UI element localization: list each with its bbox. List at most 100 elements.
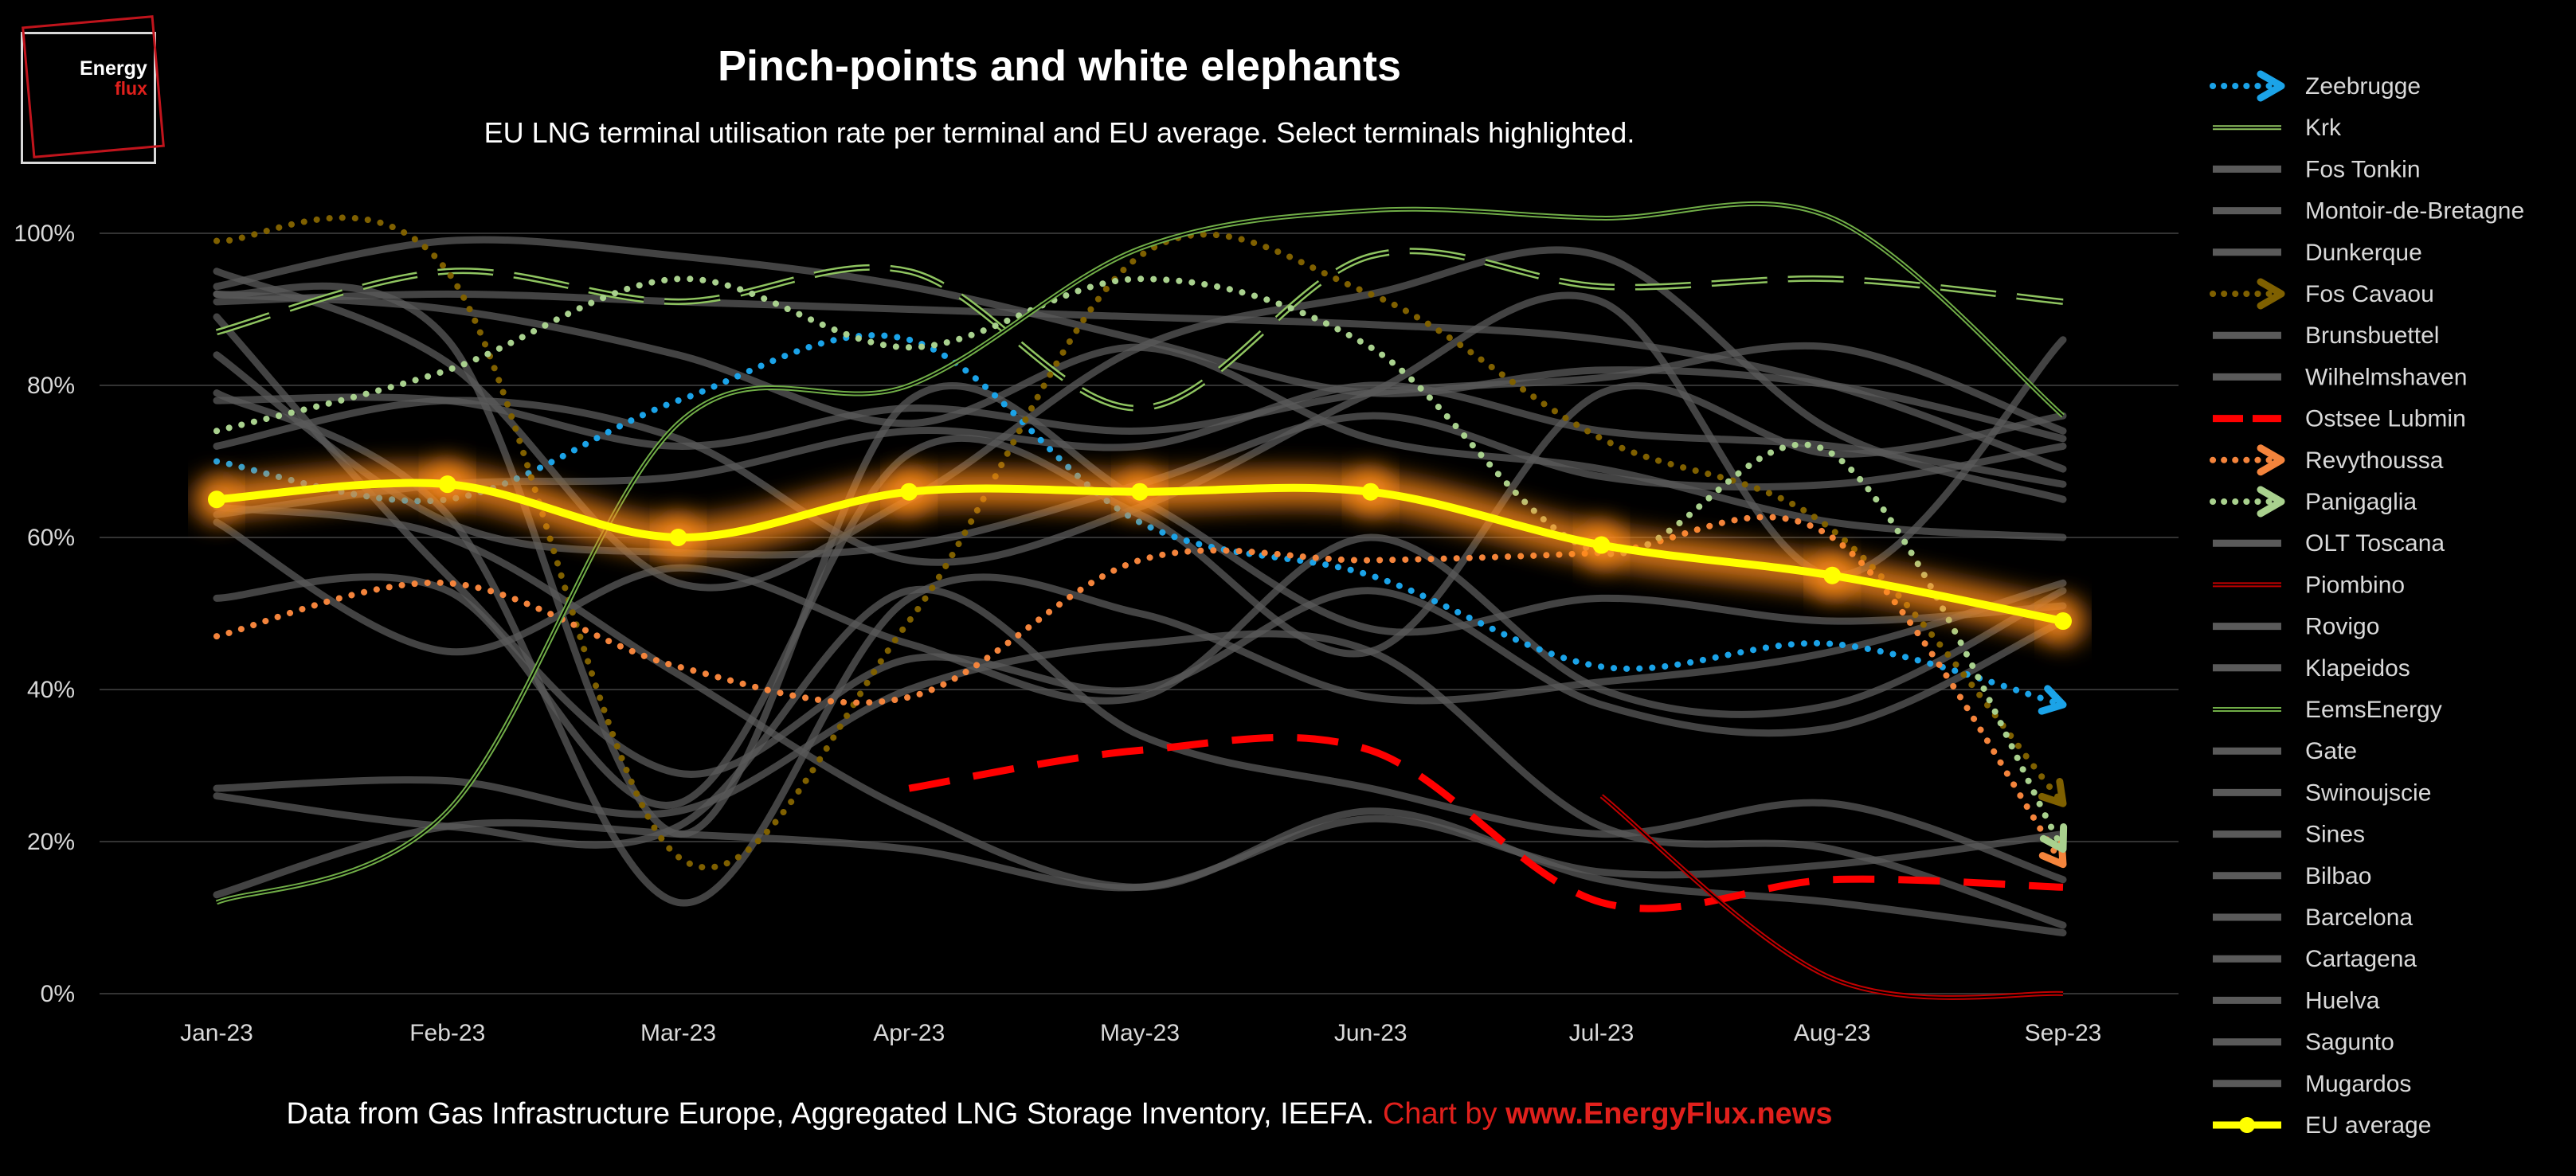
fos-cavaou-arrowhead [2038,778,2067,807]
legend-label-klapeidos: Klapeidos [2305,655,2410,682]
legend-item-swinoujscie[interactable]: Swinoujscie [2213,779,2431,806]
eu-average-point [438,475,456,494]
eu-average-point [900,483,918,501]
series-piombino [1599,794,2064,1000]
legend-label-eu-average: EU average [2305,1112,2431,1139]
legend-item-zeebrugge[interactable]: Zeebrugge [2210,70,2421,102]
series-cartagena [213,518,2067,718]
legend-item-brunsbuettel[interactable]: Brunsbuettel [2213,322,2439,349]
footer-chart-by: Chart by [1382,1097,1497,1131]
x-tick-label: Jun-23 [1334,1020,1407,1046]
legend-swatch-zeebrugge-arrow [2257,70,2285,102]
y-tick-label: 80% [27,373,75,399]
series-line-revythoussa [213,514,2066,868]
legend-label-barcelona: Barcelona [2305,904,2413,931]
series-line-mugardos [213,815,2067,899]
series-bilbao [213,630,2067,929]
series-ostsee-lubmin [908,733,2064,912]
legend-label-krk: Krk [2305,115,2342,141]
legend-item-sagunto[interactable]: Sagunto [2213,1029,2394,1056]
series-line-krk-inner [216,249,2064,410]
y-axis-ticks: 0% 20% 40% 60% 80% 100% [14,221,75,1007]
legend-label-piombino: Piombino [2305,572,2405,598]
legend-item-klapeidos[interactable]: Klapeidos [2213,655,2410,682]
legend-label-fos-tonkin: Fos Tonkin [2305,156,2421,182]
logo-frame [21,32,156,164]
legend-label-gate: Gate [2305,738,2357,764]
series-sines [213,585,2067,884]
legend-item-olt-toscana[interactable]: OLT Toscana [2213,530,2445,557]
legend-item-cartagena[interactable]: Cartagena [2213,946,2417,972]
y-tick-label: 40% [27,677,75,703]
legend-item-eemsenergy[interactable]: EemsEnergy [2213,697,2442,723]
series-dunkerque [213,246,2067,592]
x-tick-label: Jul-23 [1569,1020,1634,1046]
footer-url-link[interactable]: www.EnergyFlux.news [1505,1097,1833,1131]
y-tick-label: 20% [27,829,75,855]
legend-item-dunkerque[interactable]: Dunkerque [2213,240,2422,266]
series-line-fos-cavaou [213,214,2066,871]
x-tick-label: Aug-23 [1794,1020,1871,1046]
legend-label-brunsbuettel: Brunsbuettel [2305,322,2439,349]
legend-item-bilbao[interactable]: Bilbao [2213,863,2371,889]
eu-average-point [1361,483,1380,501]
energyflux-logo: Energy flux [21,15,165,164]
eu-average-point [1823,566,1842,584]
legend-item-sines[interactable]: Sines [2213,822,2365,848]
legend-label-ostsee-lubmin: Ostsee Lubmin [2305,406,2466,432]
legend-swatch-revythoussa-arrow [2257,444,2285,476]
series-fos-cavaou [213,214,2067,871]
legend-item-krk[interactable]: Krk [2213,115,2342,141]
series-line-eemsenergy-inner [216,202,2064,904]
legend-item-eu-average[interactable]: EU average [2213,1112,2431,1139]
legend-label-sines: Sines [2305,822,2365,848]
legend: Zeebrugge Krk Fos Tonkin Montoir-de-Bretagn… [2210,70,2524,1139]
series-line-ostsee-lubmin [908,733,2064,912]
legend-item-fos-tonkin[interactable]: Fos Tonkin [2213,156,2421,182]
legend-item-fos-cavaou[interactable]: Fos Cavaou [2210,278,2434,310]
eu-average-point [669,529,687,546]
series-lines [193,201,2087,1000]
legend-label-olt-toscana: OLT Toscana [2305,530,2445,557]
series-line-bilbao [213,630,2067,929]
series-line-brunsbuettel [213,342,2067,450]
legend-item-piombino[interactable]: Piombino [2213,572,2405,598]
legend-item-revythoussa[interactable]: Revythoussa [2210,444,2444,476]
legend-label-bilbao: Bilbao [2305,863,2371,889]
legend-label-eemsenergy: EemsEnergy [2305,697,2442,723]
legend-item-barcelona[interactable]: Barcelona [2213,904,2413,931]
legend-item-huelva[interactable]: Huelva [2213,987,2380,1014]
series-line-dunkerque [213,246,2067,592]
series-klapeidos [213,389,2067,907]
legend-item-rovigo[interactable]: Rovigo [2213,614,2379,640]
legend-item-montoir-de-bretagne[interactable]: Montoir-de-Bretagne [2213,198,2524,225]
legend-label-cartagena: Cartagena [2305,946,2417,972]
series-eemsenergy [215,201,2065,905]
x-tick-label: Jan-23 [180,1020,253,1046]
legend-item-mugardos[interactable]: Mugardos [2213,1071,2411,1097]
legend-swatch-fos-cavaou-arrow [2257,278,2285,310]
y-tick-label: 0% [41,981,75,1007]
zeebrugge-arrowhead [2038,685,2067,715]
legend-item-wilhelmshaven[interactable]: Wilhelmshaven [2213,364,2467,390]
legend-label-rovigo: Rovigo [2305,614,2379,640]
series-line-klapeidos [213,389,2067,907]
legend-item-gate[interactable]: Gate [2213,738,2357,764]
eu-average-point [1592,536,1611,554]
legend-label-revythoussa: Revythoussa [2305,447,2444,474]
series-mugardos [213,815,2067,899]
x-axis-ticks: Jan-23 Feb-23 Mar-23 Apr-23 May-23 Jun-23 Jul-… [180,1020,2101,1046]
series-line-rovigo [213,290,2067,473]
legend-label-zeebrugge: Zeebrugge [2305,73,2421,100]
eu-average-point [2054,612,2072,631]
series-krk [215,248,2064,412]
chart-title: Pinch-points and white elephants [717,42,1402,90]
legend-item-panigaglia[interactable]: Panigaglia [2210,486,2417,518]
legend-item-ostsee-lubmin[interactable]: Ostsee Lubmin [2213,406,2466,432]
x-tick-label: Mar-23 [640,1020,716,1046]
x-tick-label: Sep-23 [2025,1020,2102,1046]
chart-footer: Data from Gas Infrastructure Europe, Agg… [0,1097,2119,1131]
legend-label-dunkerque: Dunkerque [2305,240,2422,266]
legend-swatch-panigaglia-arrow [2257,486,2285,518]
